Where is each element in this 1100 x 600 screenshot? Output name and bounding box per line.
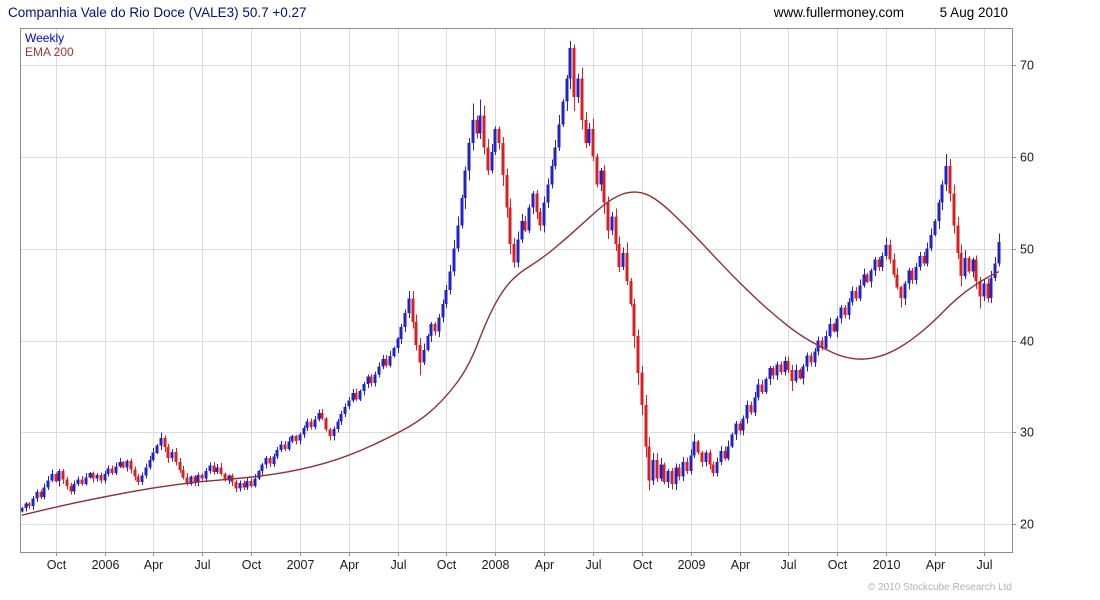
y-axis-labels: 20 30 40 50 60 70 [1012, 59, 1034, 532]
svg-text:Apr: Apr [926, 558, 945, 572]
svg-text:Jul: Jul [781, 558, 797, 572]
ema-200-line [21, 191, 1000, 516]
website-link[interactable]: www.fullermoney.com [773, 5, 904, 20]
svg-text:Oct: Oct [242, 558, 262, 572]
svg-text:20: 20 [1020, 518, 1034, 532]
legend-ema200-label: EMA 200 [25, 45, 74, 59]
svg-text:Oct: Oct [437, 558, 457, 572]
svg-text:60: 60 [1020, 151, 1034, 165]
date-label: 5 Aug 2010 [939, 5, 1008, 20]
gridlines [20, 28, 1012, 552]
svg-text:Oct: Oct [47, 558, 67, 572]
svg-text:2007: 2007 [287, 558, 315, 572]
svg-text:Apr: Apr [340, 558, 359, 572]
svg-text:Oct: Oct [633, 558, 653, 572]
svg-text:Oct: Oct [828, 558, 848, 572]
svg-text:2006: 2006 [92, 558, 120, 572]
svg-text:Apr: Apr [144, 558, 163, 572]
candlesticks [20, 40, 1001, 513]
plot-border [20, 28, 1013, 553]
svg-text:Jul: Jul [195, 558, 211, 572]
legend-weekly-label: Weekly [25, 31, 65, 45]
svg-text:Apr: Apr [535, 558, 554, 572]
svg-text:50: 50 [1020, 243, 1034, 257]
svg-text:Jul: Jul [977, 558, 993, 572]
x-axis-labels: Oct 2006 Apr Jul Oct 2007 Apr Jul Oct 2008 Apr Jul O… [47, 552, 993, 572]
svg-text:30: 30 [1020, 426, 1034, 440]
copyright-label: © 2010 Stockcube Research Ltd [867, 582, 1012, 593]
svg-text:2009: 2009 [678, 558, 706, 572]
svg-text:Jul: Jul [391, 558, 407, 572]
svg-text:Apr: Apr [731, 558, 750, 572]
svg-text:70: 70 [1020, 59, 1034, 73]
svg-text:2010: 2010 [873, 558, 901, 572]
svg-text:40: 40 [1020, 335, 1034, 349]
svg-text:2008: 2008 [482, 558, 510, 572]
svg-text:Jul: Jul [586, 558, 602, 572]
page-title: Companhia Vale do Rio Doce (VALE3) 50.7 … [8, 5, 307, 20]
